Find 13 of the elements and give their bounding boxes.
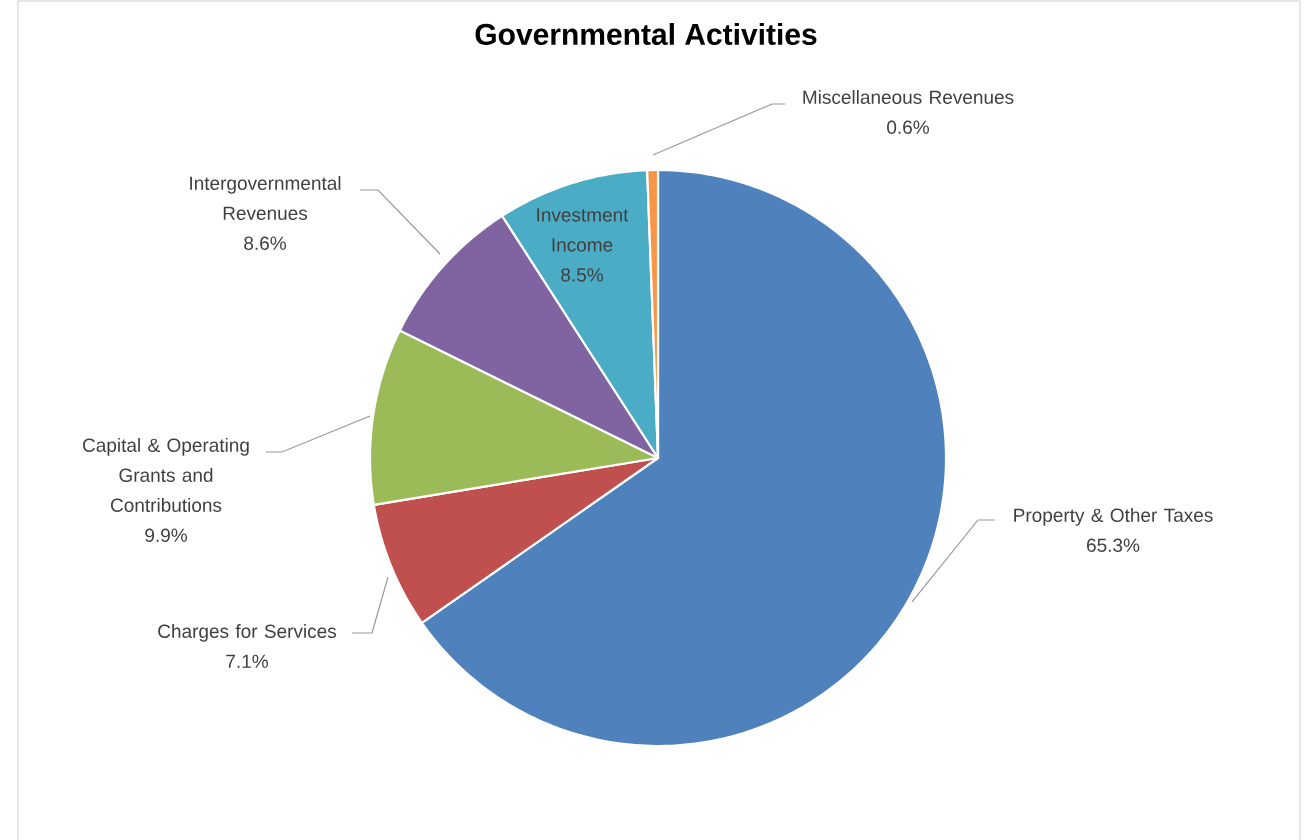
data-label: 8.5% <box>561 267 603 282</box>
data-label: 0.6% <box>887 120 929 134</box>
slice-label: Miscellaneous Revenues <box>803 89 1014 104</box>
data-label: 65.3% <box>1087 538 1140 552</box>
data-label: 7.1% <box>226 654 268 668</box>
data-label: 8.6% <box>244 236 286 250</box>
data-label: 9.9% <box>145 528 187 542</box>
slice-label: Capital & Operating Grants and Contributions <box>83 437 249 512</box>
slice-label: Property & Other Taxes <box>1014 507 1213 526</box>
chart-title: Governmental Activities <box>475 22 817 45</box>
slice-label: Charges for Services <box>158 623 337 642</box>
slice-label: Investment Income <box>537 208 629 252</box>
slice-label: Intergovernmental Revenues <box>190 175 341 220</box>
